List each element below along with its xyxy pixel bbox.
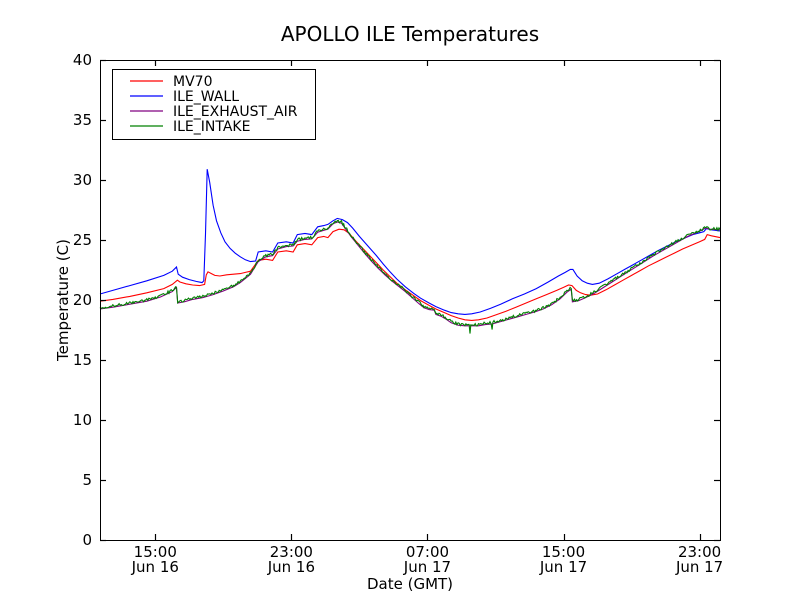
legend-label-ile_wall: ILE_WALL <box>173 89 239 105</box>
chart-title: APOLLO ILE Temperatures <box>281 22 539 46</box>
series-line-ile_intake <box>99 219 721 334</box>
y-tick-label: 25 <box>73 231 92 249</box>
x-tick-label-time: 23:00 <box>678 543 721 561</box>
series-line-ile_wall <box>99 169 721 315</box>
y-tick-label: 10 <box>73 411 92 429</box>
y-tick-label: 30 <box>73 171 92 189</box>
x-tick-label-time: 15:00 <box>134 543 177 561</box>
x-tick-label-date: Jun 17 <box>539 558 587 576</box>
y-tick-label: 15 <box>73 351 92 369</box>
x-tick-label-time: 23:00 <box>270 543 313 561</box>
series-line-ile_exhaust_air <box>99 221 721 327</box>
x-tick-label-date: Jun 16 <box>131 558 179 576</box>
x-tick-label-time: 07:00 <box>406 543 449 561</box>
y-tick-label: 0 <box>82 531 92 549</box>
y-axis-label: Temperature (C) <box>54 239 72 362</box>
y-tick-label: 35 <box>73 111 92 129</box>
series-line-mv70 <box>99 228 721 321</box>
y-tick-label: 5 <box>82 471 92 489</box>
y-tick-label: 20 <box>73 291 92 309</box>
legend-label-ile_intake: ILE_INTAKE <box>173 119 250 135</box>
legend-label-mv70: MV70 <box>173 74 212 90</box>
legend-label-ile_exhaust_air: ILE_EXHAUST_AIR <box>173 104 298 120</box>
x-tick-label-date: Jun 17 <box>675 558 723 576</box>
x-axis-label: Date (GMT) <box>367 575 453 593</box>
y-tick-label: 40 <box>73 51 92 69</box>
x-tick-label-date: Jun 16 <box>267 558 315 576</box>
x-tick-label-date: Jun 17 <box>403 558 451 576</box>
x-tick-label-time: 15:00 <box>542 543 585 561</box>
